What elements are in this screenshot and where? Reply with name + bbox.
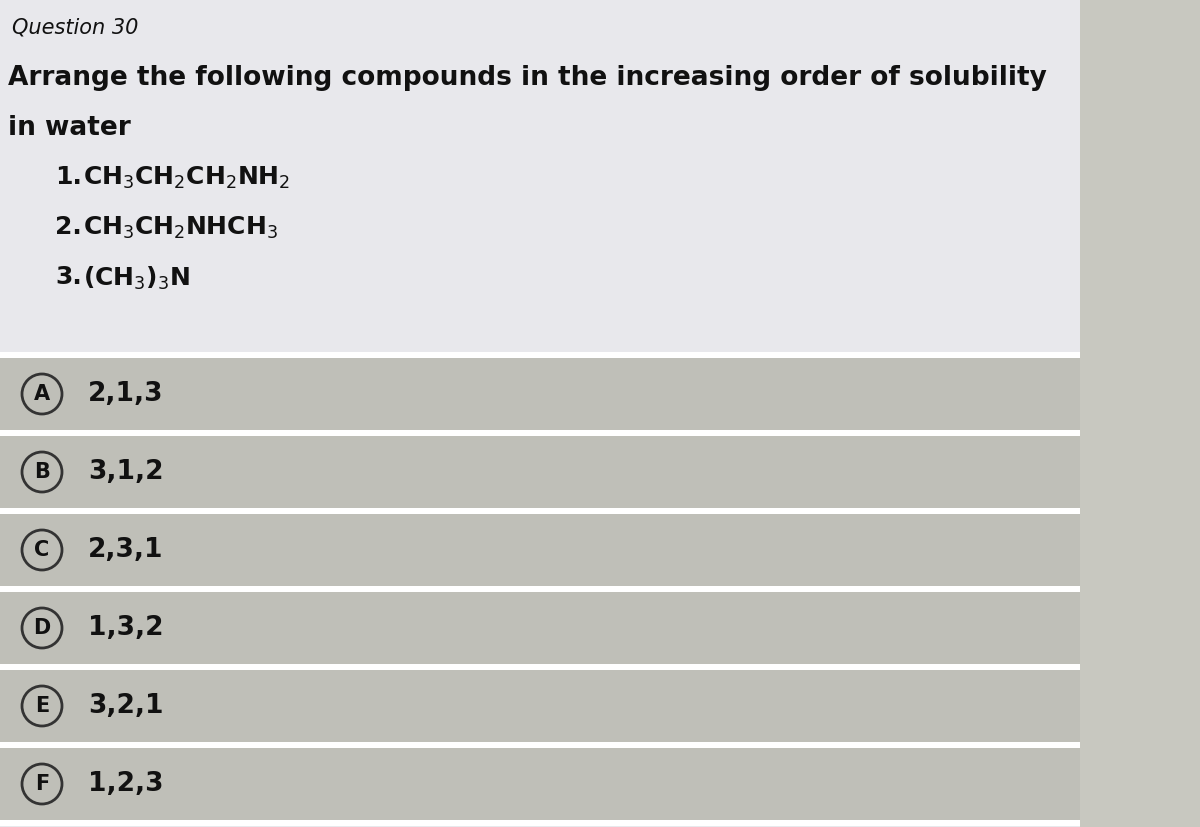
FancyBboxPatch shape <box>0 742 1080 748</box>
Circle shape <box>22 530 62 570</box>
Text: 3,2,1: 3,2,1 <box>88 693 163 719</box>
Text: 1,3,2: 1,3,2 <box>88 615 163 641</box>
Text: F: F <box>35 774 49 794</box>
Text: E: E <box>35 696 49 716</box>
Text: 3,1,2: 3,1,2 <box>88 459 163 485</box>
Text: C: C <box>35 540 49 560</box>
Text: 1.: 1. <box>55 165 82 189</box>
FancyBboxPatch shape <box>0 586 1080 592</box>
Text: 2.: 2. <box>55 215 82 239</box>
Circle shape <box>22 374 62 414</box>
Text: in water: in water <box>8 115 131 141</box>
Circle shape <box>22 686 62 726</box>
FancyBboxPatch shape <box>1080 0 1200 827</box>
FancyBboxPatch shape <box>0 670 1080 742</box>
FancyBboxPatch shape <box>0 430 1080 436</box>
FancyBboxPatch shape <box>0 436 1080 508</box>
Text: 2,1,3: 2,1,3 <box>88 381 163 407</box>
FancyBboxPatch shape <box>0 592 1080 664</box>
Text: B: B <box>34 462 50 482</box>
Text: CH$_3$CH$_2$NHCH$_3$: CH$_3$CH$_2$NHCH$_3$ <box>83 215 278 241</box>
Text: Arrange the following compounds in the increasing order of solubility: Arrange the following compounds in the i… <box>8 65 1046 91</box>
FancyBboxPatch shape <box>0 664 1080 670</box>
FancyBboxPatch shape <box>0 508 1080 514</box>
Text: A: A <box>34 384 50 404</box>
Text: Question 30: Question 30 <box>12 18 138 38</box>
Text: (CH$_3$)$_3$N: (CH$_3$)$_3$N <box>83 265 190 292</box>
FancyBboxPatch shape <box>0 358 1080 430</box>
Circle shape <box>22 608 62 648</box>
Text: 3.: 3. <box>55 265 82 289</box>
Circle shape <box>22 452 62 492</box>
FancyBboxPatch shape <box>0 514 1080 586</box>
Text: CH$_3$CH$_2$CH$_2$NH$_2$: CH$_3$CH$_2$CH$_2$NH$_2$ <box>83 165 290 191</box>
Text: 2,3,1: 2,3,1 <box>88 537 163 563</box>
FancyBboxPatch shape <box>0 820 1080 826</box>
Text: 1,2,3: 1,2,3 <box>88 771 163 797</box>
Circle shape <box>22 764 62 804</box>
FancyBboxPatch shape <box>0 748 1080 820</box>
Text: D: D <box>34 618 50 638</box>
FancyBboxPatch shape <box>0 352 1080 358</box>
